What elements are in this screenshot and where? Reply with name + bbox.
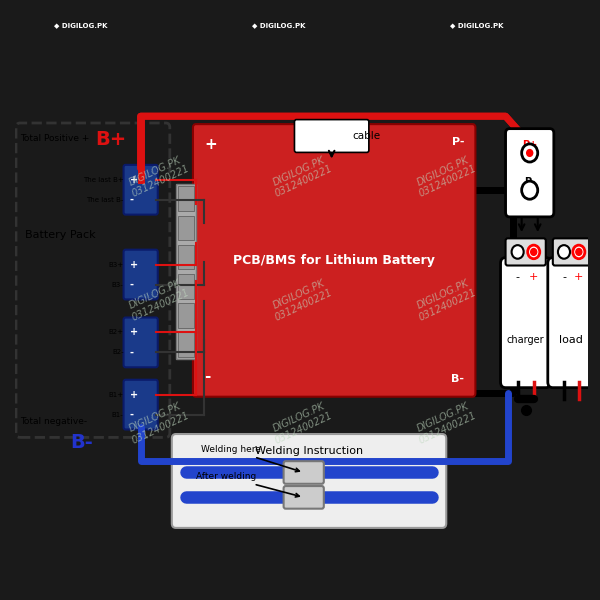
Text: PCB/BMS for Lithium Battery: PCB/BMS for Lithium Battery xyxy=(233,254,435,267)
Text: -: - xyxy=(130,194,134,205)
Text: B2-: B2- xyxy=(112,349,124,355)
Text: DIGILOG.PK
0312400221: DIGILOG.PK 0312400221 xyxy=(125,277,191,322)
Bar xyxy=(178,245,194,269)
Text: -: - xyxy=(130,410,134,419)
Circle shape xyxy=(512,245,524,259)
Text: load: load xyxy=(559,335,583,346)
Text: DIGILOG.PK
0312400221: DIGILOG.PK 0312400221 xyxy=(269,400,334,446)
Text: P-: P- xyxy=(452,137,464,146)
Circle shape xyxy=(521,144,538,162)
Text: Welding here: Welding here xyxy=(201,445,299,472)
FancyBboxPatch shape xyxy=(548,257,595,388)
Text: -: - xyxy=(130,347,134,358)
Circle shape xyxy=(521,181,538,199)
Circle shape xyxy=(576,248,582,256)
FancyBboxPatch shape xyxy=(553,238,590,266)
Bar xyxy=(176,184,196,359)
Text: +: + xyxy=(130,175,138,185)
Text: B1+: B1+ xyxy=(109,392,124,398)
Text: DIGILOG.PK
0312400221: DIGILOG.PK 0312400221 xyxy=(412,277,478,322)
Text: +: + xyxy=(130,389,138,400)
FancyBboxPatch shape xyxy=(124,165,158,215)
Text: Total negative-: Total negative- xyxy=(20,417,87,426)
Bar xyxy=(178,303,194,328)
Text: +: + xyxy=(130,328,138,337)
Text: -: - xyxy=(515,272,520,282)
Circle shape xyxy=(531,248,537,256)
Text: DIGILOG.PK
0312400221: DIGILOG.PK 0312400221 xyxy=(125,153,191,199)
FancyBboxPatch shape xyxy=(124,380,158,430)
Circle shape xyxy=(573,245,585,259)
Text: Battery Pack: Battery Pack xyxy=(25,230,95,240)
Text: DIGILOG.PK
0312400221: DIGILOG.PK 0312400221 xyxy=(269,153,334,199)
Text: ◆ DIGILOG.PK: ◆ DIGILOG.PK xyxy=(450,22,504,28)
Text: Welding Instruction: Welding Instruction xyxy=(255,446,363,457)
Text: Total Positive +: Total Positive + xyxy=(20,134,89,143)
FancyBboxPatch shape xyxy=(193,124,475,397)
FancyBboxPatch shape xyxy=(506,238,546,266)
Text: DIGILOG.PK
0312400221: DIGILOG.PK 0312400221 xyxy=(412,153,478,199)
Text: P+: P+ xyxy=(522,140,538,150)
FancyBboxPatch shape xyxy=(124,250,158,299)
FancyBboxPatch shape xyxy=(500,257,551,388)
Text: -: - xyxy=(130,280,134,290)
Text: DIGILOG.PK
0312400221: DIGILOG.PK 0312400221 xyxy=(269,277,334,322)
Bar xyxy=(178,274,194,299)
Bar xyxy=(178,332,194,357)
Text: B-: B- xyxy=(451,374,464,384)
Text: B1-: B1- xyxy=(112,412,124,418)
Text: B2+: B2+ xyxy=(109,329,124,335)
FancyBboxPatch shape xyxy=(295,119,369,152)
Text: After welding: After welding xyxy=(196,472,299,497)
Text: B-: B- xyxy=(70,433,93,452)
Text: cable: cable xyxy=(353,131,381,141)
Text: P-: P- xyxy=(524,176,535,187)
Text: DIGILOG.PK
0312400221: DIGILOG.PK 0312400221 xyxy=(412,400,478,446)
FancyBboxPatch shape xyxy=(506,128,554,217)
FancyBboxPatch shape xyxy=(284,461,324,484)
Text: +: + xyxy=(529,272,538,282)
Bar xyxy=(178,187,194,211)
Text: -: - xyxy=(562,272,566,282)
FancyBboxPatch shape xyxy=(124,317,158,367)
Text: B+: B+ xyxy=(95,130,127,149)
FancyBboxPatch shape xyxy=(172,434,446,528)
Text: charger: charger xyxy=(507,335,544,346)
FancyBboxPatch shape xyxy=(284,486,324,509)
Text: The last B+: The last B+ xyxy=(83,177,124,183)
Bar xyxy=(178,215,194,240)
Text: The last B-: The last B- xyxy=(86,197,124,203)
Text: ◆ DIGILOG.PK: ◆ DIGILOG.PK xyxy=(252,22,306,28)
Text: -: - xyxy=(204,369,211,384)
Text: B3+: B3+ xyxy=(109,262,124,268)
Text: +: + xyxy=(574,272,584,282)
Text: B3-: B3- xyxy=(112,281,124,287)
Circle shape xyxy=(527,245,540,259)
Text: DIGILOG.PK
0312400221: DIGILOG.PK 0312400221 xyxy=(125,400,191,446)
Circle shape xyxy=(527,149,533,157)
Text: ◆ DIGILOG.PK: ◆ DIGILOG.PK xyxy=(54,22,108,28)
Text: +: + xyxy=(204,137,217,152)
Text: +: + xyxy=(130,260,138,269)
Circle shape xyxy=(558,245,570,259)
